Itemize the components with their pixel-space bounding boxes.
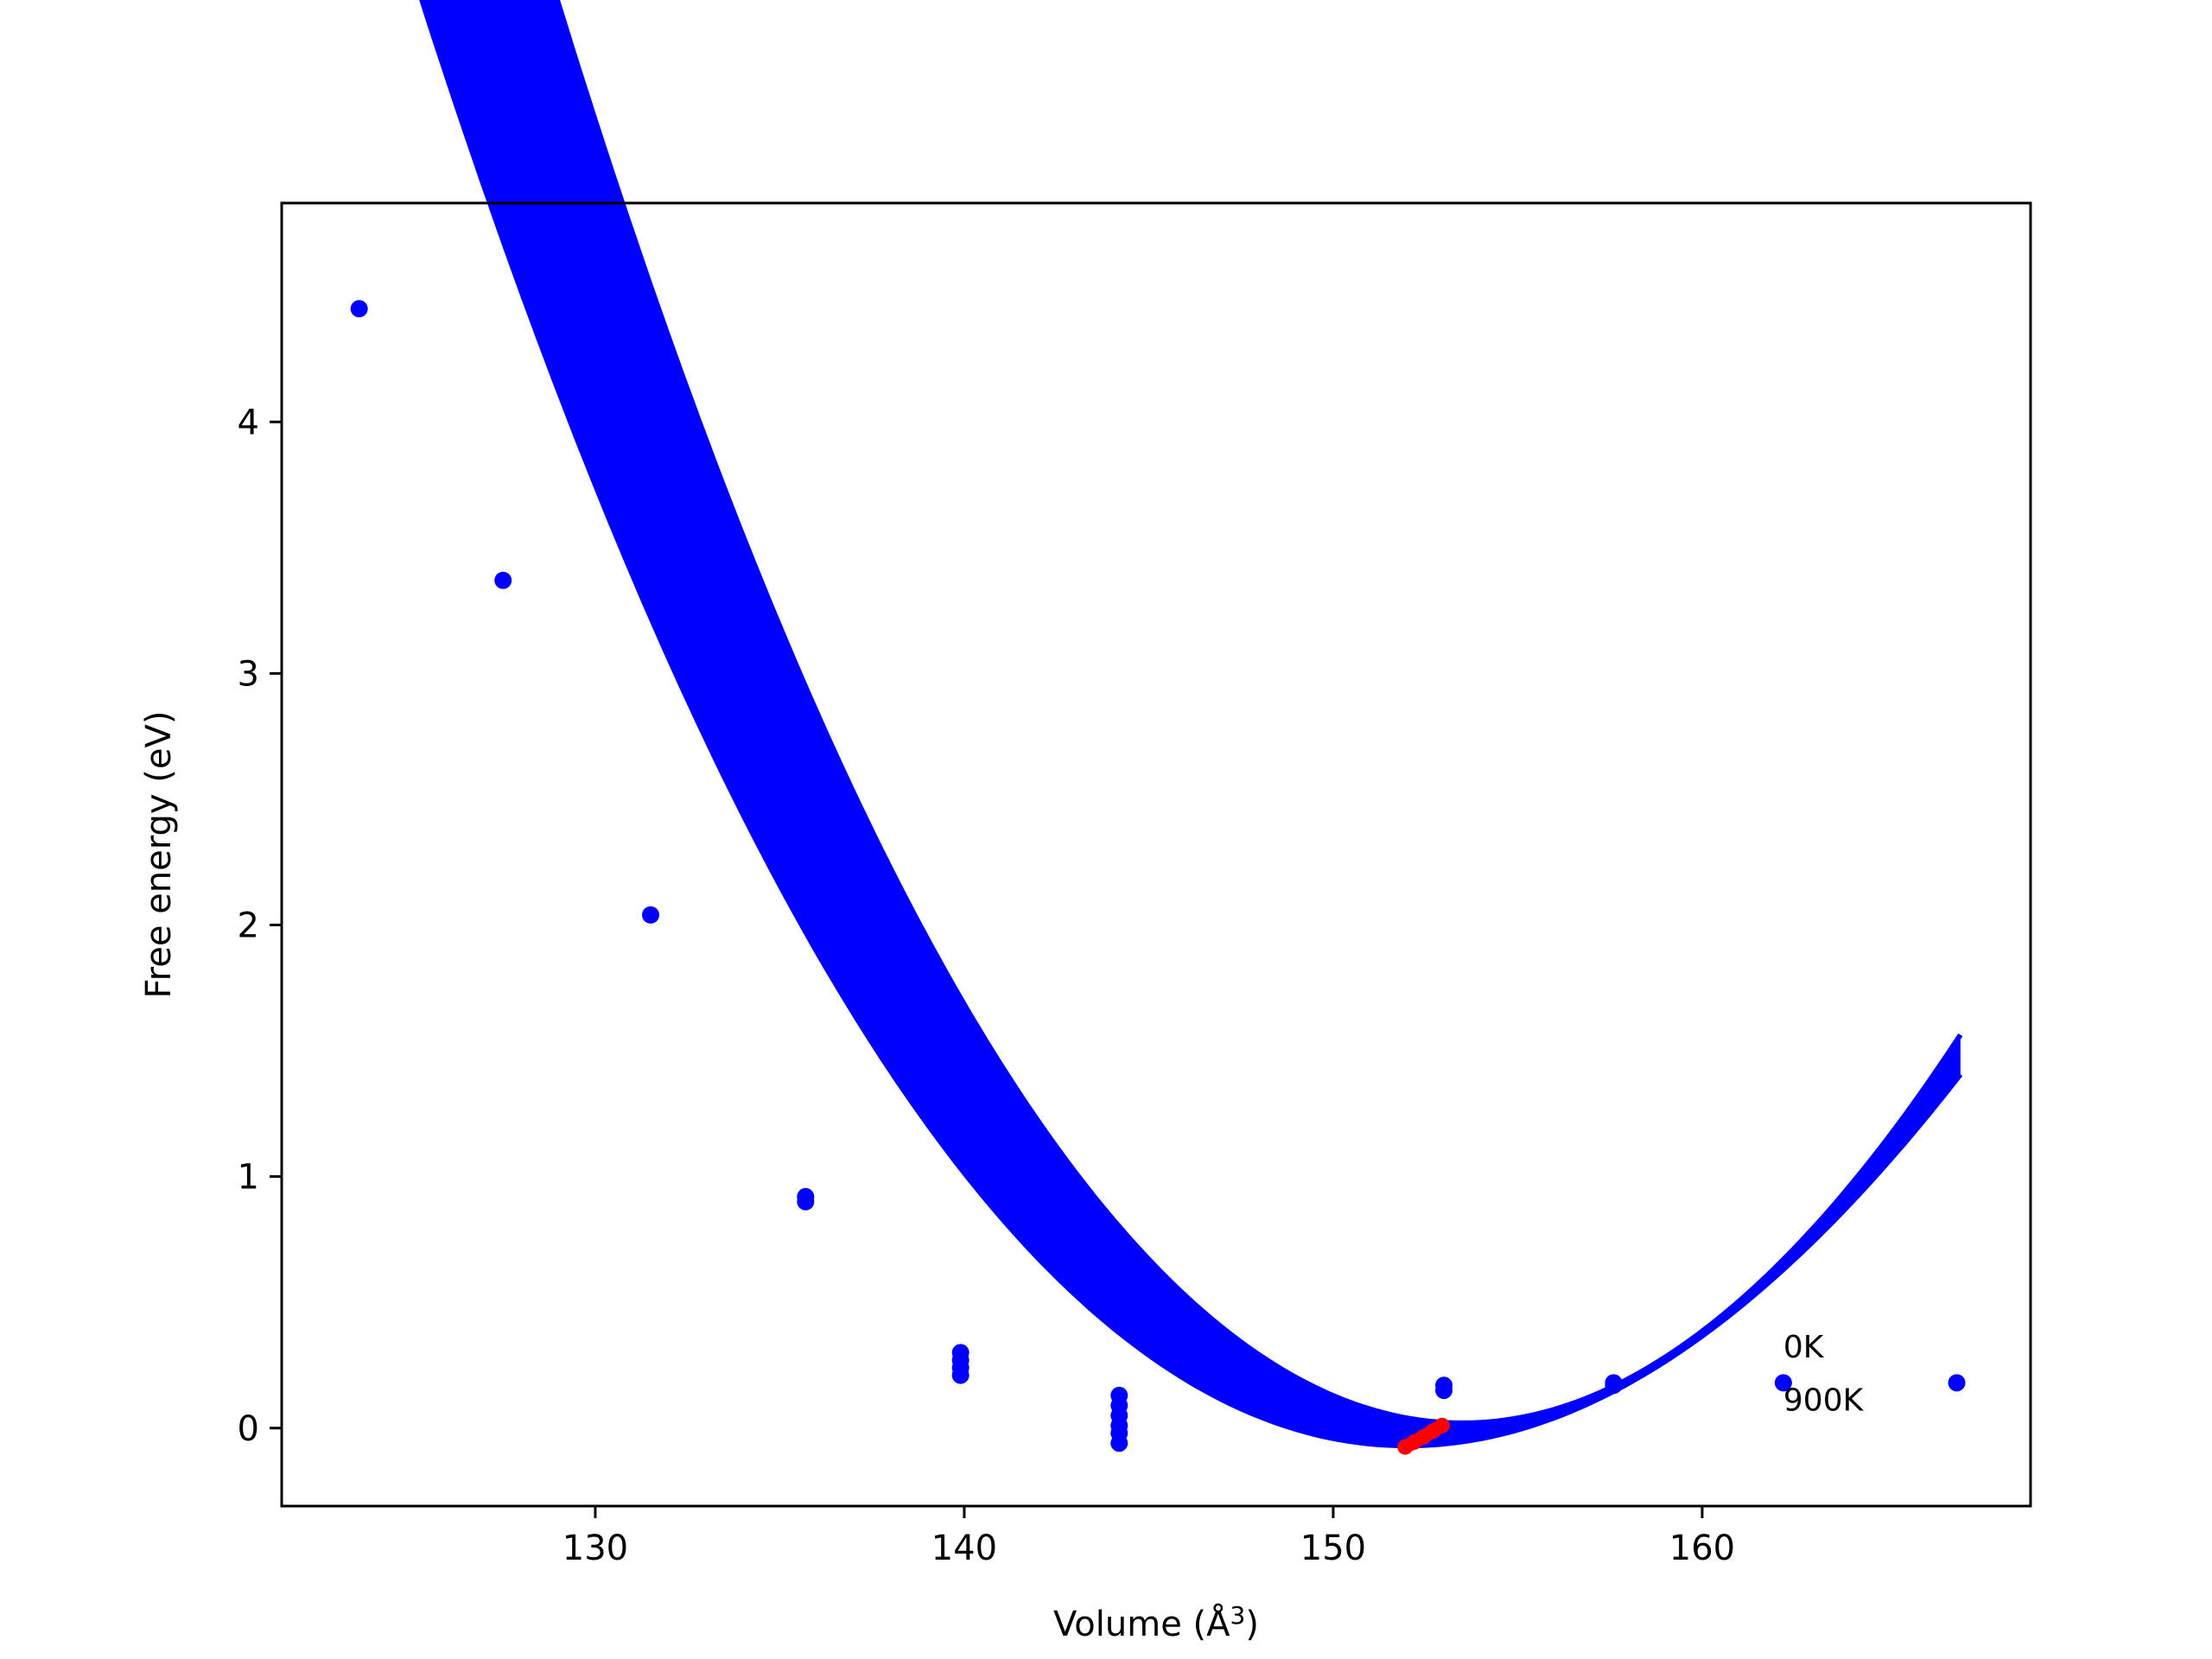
x-axis-label-close: ) (1245, 1605, 1259, 1644)
data-point (1268, 1394, 1287, 1412)
data-point (1948, 1374, 1966, 1392)
data-point (951, 1366, 969, 1384)
curve-annotation: 900K (1783, 1382, 1865, 1418)
curve-900k (419, 0, 1963, 1449)
data-point (350, 300, 368, 318)
data-point (1774, 1374, 1792, 1392)
plot-marks (350, 0, 1966, 1455)
equilibrium-point (1433, 1417, 1450, 1433)
y-tick-label: 1 (238, 1158, 259, 1198)
curve-annotation: 0K (1783, 1330, 1825, 1365)
x-axis-label-main: Volume (Å (1053, 1603, 1230, 1644)
x-tick-label: 130 (563, 1529, 628, 1568)
data-point (494, 571, 512, 589)
x-axis-label: Volume (Å3) (1053, 1601, 1259, 1644)
plot-frame (280, 201, 2032, 1508)
y-axis-label: Free energy (eV) (139, 711, 179, 999)
data-point (797, 1192, 815, 1211)
y-tick-label: 3 (238, 654, 259, 694)
x-tick-label: 140 (931, 1529, 997, 1568)
annotations: 0K 900K (1783, 1330, 1865, 1418)
y-tick-label: 0 (238, 1409, 259, 1449)
data-point (1605, 1376, 1623, 1395)
free-energy-curve-band (422, 0, 1961, 1446)
data-point (1110, 1434, 1128, 1452)
x-tick-label: 160 (1669, 1529, 1735, 1568)
data-point (1435, 1382, 1453, 1400)
y-tick-label: 2 (238, 906, 259, 946)
y-tick-label: 4 (238, 403, 259, 442)
x-axis-label-superscript: 3 (1230, 1601, 1246, 1630)
axis-ticks: 130 140 150 160 0 1 2 3 4 (238, 403, 1736, 1568)
data-point (642, 906, 660, 924)
x-tick-label: 150 (1300, 1529, 1366, 1568)
curve-0k (554, 0, 1963, 1426)
